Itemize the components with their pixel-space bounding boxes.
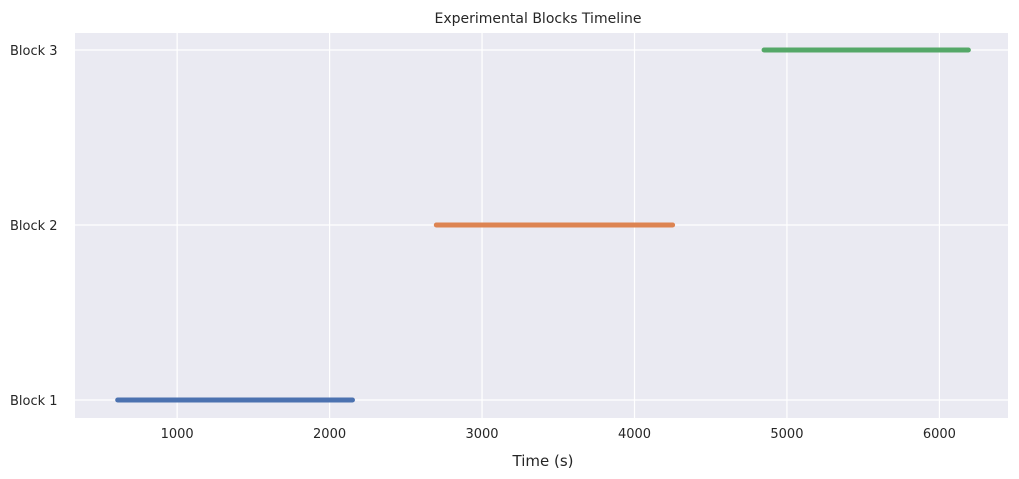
x-tick-label: 1000	[161, 427, 194, 442]
chart-title: Experimental Blocks Timeline	[435, 11, 642, 27]
x-axis-label: Time (s)	[512, 452, 574, 470]
y-tick-label: Block 1	[10, 394, 58, 409]
x-tick-label: 3000	[465, 427, 498, 442]
y-tick-labels: Block 1 Block 2 Block 3	[10, 44, 58, 409]
y-tick-label: Block 2	[10, 219, 58, 234]
x-tick-label: 4000	[618, 427, 651, 442]
x-tick-labels: 1000 2000 3000 4000 5000 6000	[161, 427, 956, 442]
x-tick-label: 2000	[313, 427, 346, 442]
x-tick-label: 6000	[923, 427, 956, 442]
x-tick-label: 5000	[770, 427, 803, 442]
y-tick-label: Block 3	[10, 44, 58, 59]
timeline-bars	[115, 47, 971, 403]
